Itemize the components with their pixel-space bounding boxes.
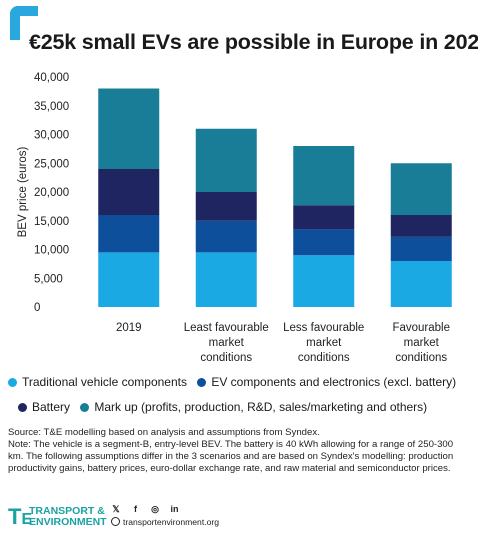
bar-segment-4-cat-3	[293, 146, 355, 206]
logo-line-1: TRANSPORT &	[29, 505, 105, 517]
x-category-label: market	[404, 337, 440, 349]
website-text: transportenvironment.org	[123, 517, 220, 527]
website-link[interactable]: transportenvironment.org	[111, 517, 219, 527]
legend-label-markup: Mark up (profits, production, R&D, sales…	[94, 400, 428, 414]
y-tick-label: 20,000	[34, 187, 69, 199]
legend-label-battery: Battery	[32, 400, 71, 414]
bar-segment-2-cat-3	[293, 229, 355, 256]
bar-segment-2-cat-1	[98, 215, 160, 253]
bar-segment-4-cat-1	[98, 88, 160, 169]
x-category-label: market	[209, 337, 245, 349]
x-category-label: conditions	[200, 352, 252, 364]
bar-segment-4-cat-2	[195, 128, 257, 192]
y-tick-label: 30,000	[34, 130, 69, 142]
legend-swatch-traditional	[8, 377, 17, 387]
bar-segment-4-cat-4	[390, 163, 452, 215]
source-note: Source: T&E modelling based on analysis …	[8, 427, 320, 438]
chart-title: €25k small EVs are possible in Europe in…	[29, 30, 478, 54]
legend-item-traditional: Traditional vehicle components	[8, 370, 187, 395]
y-tick-label: 10,000	[34, 245, 69, 257]
x-category-label: 2019	[116, 322, 142, 334]
bar-segment-1-cat-4	[390, 261, 452, 307]
logo-line-2: ENVIRONMENT	[29, 516, 107, 528]
legend-swatch-ev-components	[197, 377, 207, 387]
y-tick-label: 25,000	[34, 158, 69, 170]
bar-segment-3-cat-4	[390, 215, 452, 237]
bar-segment-1-cat-2	[195, 252, 257, 307]
y-tick-label: 0	[34, 302, 40, 314]
legend-item-battery: Battery	[18, 395, 70, 420]
y-tick-label: 15,000	[34, 216, 69, 228]
legend-row-2: Battery Mark up (profits, production, R&…	[8, 395, 473, 420]
y-tick-label: 5,000	[34, 273, 63, 285]
methodology-note: Note: The vehicle is a segment-B, entry-…	[8, 439, 454, 474]
bar-chart: 0 5,000 10,000 15,000 20,000 25,000 30,000 35,0…	[17, 72, 452, 364]
bar-segment-2-cat-2	[195, 220, 257, 253]
legend-item-ev-components: EV components and electronics (excl. bat…	[197, 370, 456, 395]
x-category-label: market	[306, 337, 342, 349]
instagram-icon[interactable]: ◎	[151, 504, 159, 514]
x-category-label: Less favourable	[283, 322, 364, 334]
legend-label-ev-components: EV components and electronics (excl. bat…	[211, 375, 457, 389]
bar-segment-2-cat-4	[390, 236, 452, 261]
y-tick-label: 35,000	[34, 101, 69, 113]
twitter-icon[interactable]: 𝕏	[112, 504, 120, 514]
legend-row-1: Traditional vehicle components EV compon…	[8, 370, 473, 395]
legend-item-markup: Mark up (profits, production, R&D, sales…	[80, 395, 427, 420]
bar-segment-3-cat-1	[98, 169, 160, 215]
corner-accent	[10, 6, 38, 40]
x-category-label: Least favourable	[184, 322, 269, 334]
bar-segment-3-cat-3	[293, 205, 355, 230]
social-links: 𝕏 f ◎ in	[111, 504, 187, 515]
te-logo-text: TRANSPORT & ENVIRONMENT	[29, 506, 107, 528]
legend-swatch-battery	[18, 402, 27, 412]
bar-segment-1-cat-3	[293, 255, 355, 307]
y-tick-label: 40,000	[34, 72, 69, 84]
bar-segment-3-cat-2	[195, 192, 257, 221]
bar-segment-1-cat-1	[98, 252, 160, 307]
x-category-label: conditions	[298, 352, 350, 364]
globe-icon	[111, 517, 120, 526]
legend: Traditional vehicle components EV compon…	[8, 370, 473, 420]
y-axis-label: BEV price (euros)	[17, 146, 29, 237]
x-category-label: conditions	[395, 352, 447, 364]
facebook-icon[interactable]: f	[134, 504, 138, 514]
footer: TE TRANSPORT & ENVIRONMENT 𝕏 f ◎ in tran…	[8, 503, 470, 531]
notes: Source: T&E modelling based on analysis …	[8, 427, 470, 475]
x-category-label: Favourable	[392, 322, 450, 334]
legend-swatch-markup	[80, 402, 90, 412]
legend-label-traditional: Traditional vehicle components	[22, 375, 187, 389]
te-logo-icon: TE	[8, 504, 33, 529]
linkedin-icon[interactable]: in	[170, 504, 179, 514]
